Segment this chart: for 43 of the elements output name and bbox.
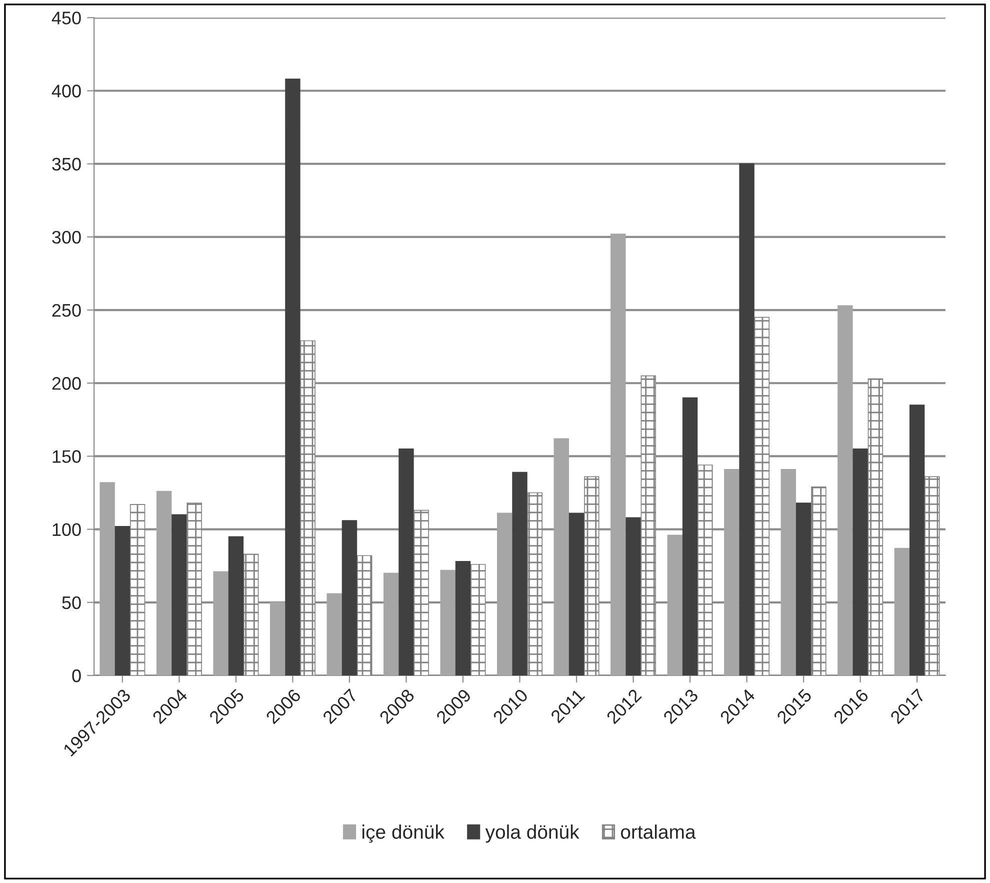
y-tick-label: 100 [52, 523, 81, 536]
bar [554, 438, 569, 676]
y-tick-label: 0 [72, 669, 81, 682]
bar [909, 404, 925, 676]
bar [342, 520, 358, 676]
bar [156, 490, 172, 676]
bar [440, 570, 456, 676]
legend-label: içe dönük [362, 824, 444, 843]
bar [894, 548, 910, 676]
y-tick-label: 400 [52, 84, 81, 98]
y-tick-label: 200 [52, 377, 81, 390]
bar [100, 482, 115, 676]
bar [626, 517, 641, 676]
bar [213, 571, 228, 676]
bar [285, 78, 300, 676]
bar [724, 468, 740, 676]
bar [682, 397, 698, 676]
bar [667, 534, 683, 676]
bar [326, 593, 342, 676]
legend-label: ortalama [620, 824, 696, 839]
y-tick-label: 150 [52, 450, 81, 463]
bar [114, 526, 130, 676]
bar [838, 305, 853, 676]
bar [270, 602, 286, 676]
bar [172, 514, 187, 676]
y-tick-label: 300 [52, 230, 81, 244]
bar [739, 163, 754, 676]
y-tick-label: 450 [52, 12, 81, 24]
bar [610, 234, 626, 676]
legend-label: yola dönük [485, 824, 580, 843]
bar [455, 561, 471, 676]
bar [568, 512, 584, 676]
bar [512, 472, 528, 676]
y-tick-label: 350 [52, 158, 81, 171]
bar [497, 512, 512, 676]
y-tick-label: 50 [62, 596, 81, 610]
bar [398, 448, 414, 676]
bar [383, 572, 399, 676]
y-tick-label: 250 [52, 304, 81, 317]
bar [228, 536, 244, 676]
bar [852, 448, 868, 676]
bar [780, 468, 796, 676]
bar [796, 502, 812, 676]
